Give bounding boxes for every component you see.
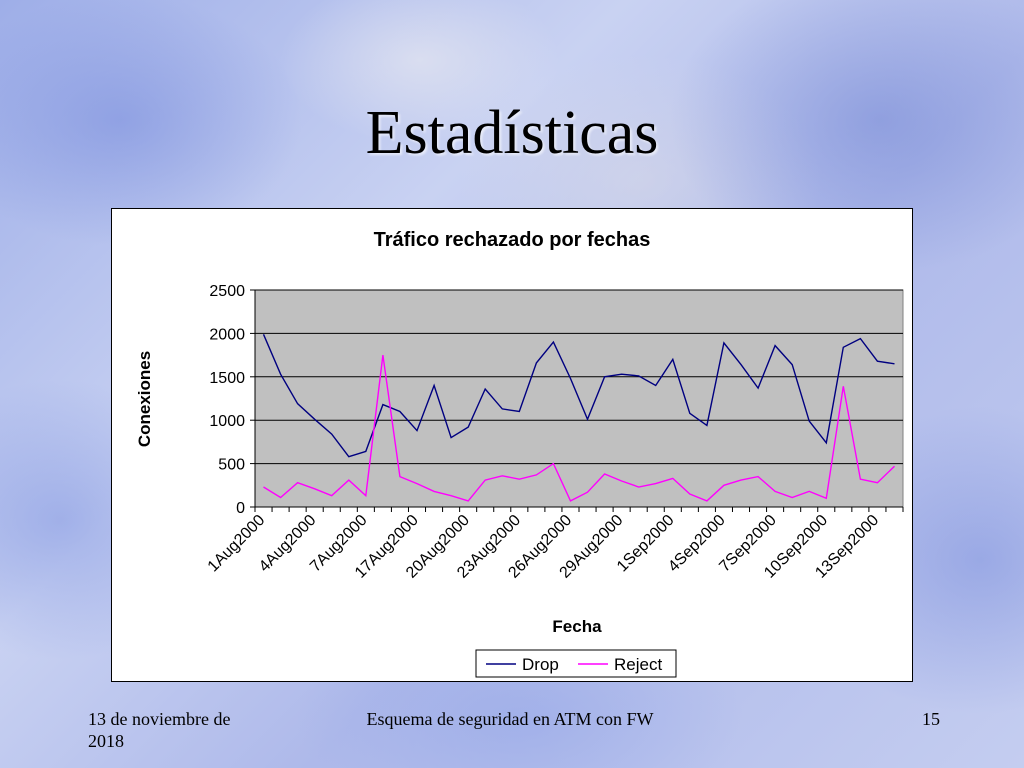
x-axis-label: Fecha <box>552 617 602 636</box>
y-tick-label: 2000 <box>209 326 245 343</box>
gridlines <box>255 289 903 508</box>
y-tick-label: 1000 <box>209 413 245 430</box>
y-tick-label: 0 <box>236 500 245 517</box>
series-line-reject <box>263 355 895 502</box>
legend-label-reject: Reject <box>614 655 662 674</box>
y-tick-label: 1500 <box>209 370 245 387</box>
y-axis-ticks: 0 500 1000 1500 2000 2500 <box>209 283 256 517</box>
chart-title: Tráfico rechazado por fechas <box>374 229 651 251</box>
footer-title: Esquema de seguridad en ATM con FW <box>366 709 654 729</box>
line-chart: Tráfico rechazado por fechas 0 500 1000 150… <box>135 229 904 678</box>
chart-container: Tráfico rechazado por fechas 0 500 1000 150… <box>111 208 913 682</box>
y-tick-label: 2500 <box>209 283 245 300</box>
series-layer <box>262 334 895 502</box>
footer-date: 13 de noviembre de 2018 <box>88 709 231 751</box>
page-number: 15 <box>922 709 940 729</box>
y-tick-label: 500 <box>218 457 245 474</box>
y-axis-label: Conexiones <box>135 351 154 447</box>
series-line-drop <box>262 334 895 458</box>
legend-label-drop: Drop <box>522 655 559 674</box>
legend: Drop Reject <box>475 649 677 678</box>
x-axis-ticks: 1Aug20004Aug20007Aug200017Aug200020Aug20… <box>205 507 904 582</box>
slide-title: Estadísticas <box>365 99 659 167</box>
